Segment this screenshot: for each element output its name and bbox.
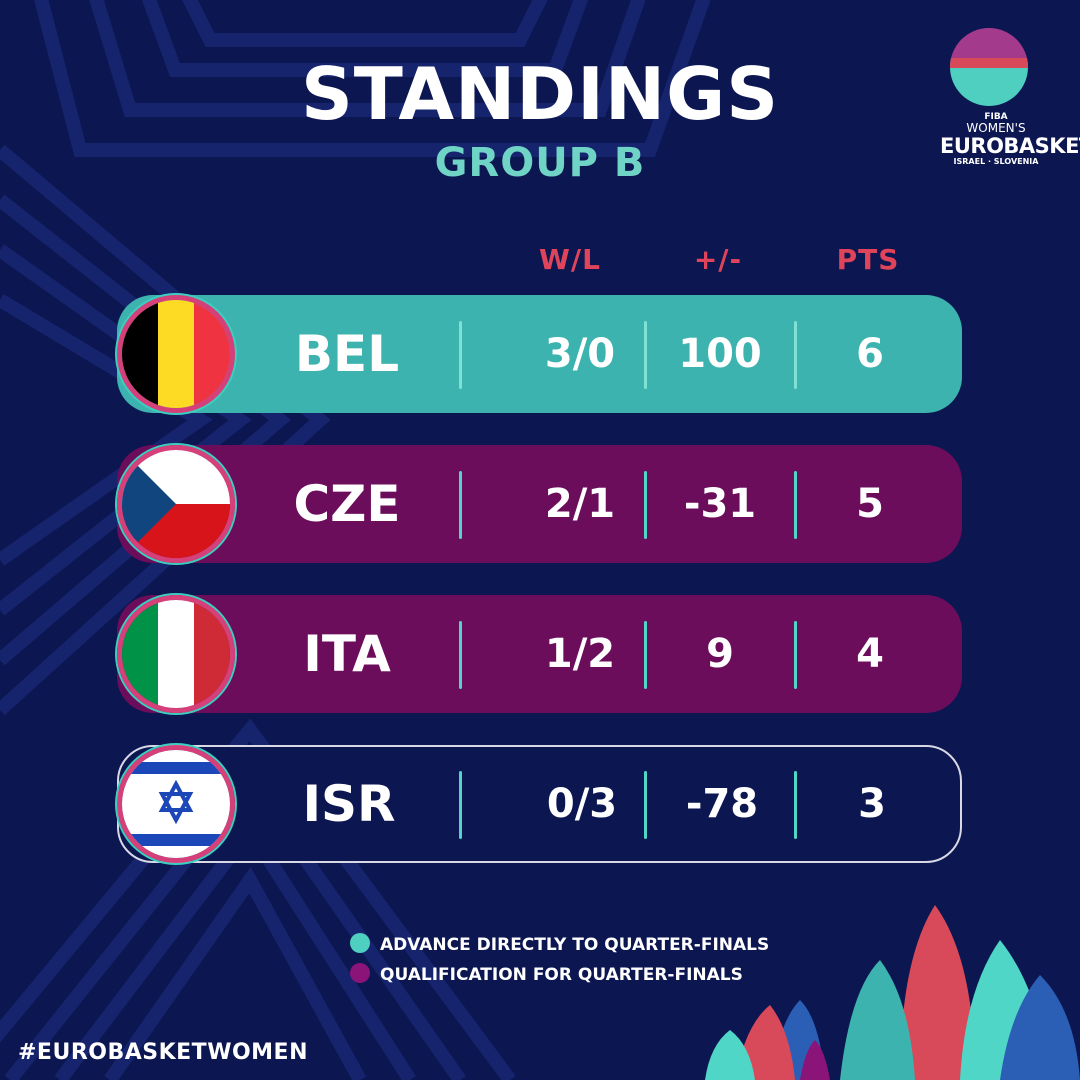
legend: ADVANCE DIRECTLY TO QUARTER-FINALS QUALI… [350,930,769,990]
column-divider [794,771,797,839]
team-code: ITA [303,625,391,683]
points: 4 [856,631,884,677]
legend-item-qualify: QUALIFICATION FOR QUARTER-FINALS [350,960,769,990]
column-divider [794,321,797,389]
column-header-wl: W/L [539,243,601,276]
points: 5 [856,481,884,527]
standings-row-bel: BEL 3/0 100 6 [117,295,962,413]
column-divider [459,621,462,689]
legend-label: ADVANCE DIRECTLY TO QUARTER-FINALS [380,935,770,955]
column-divider [644,771,647,839]
column-divider [644,321,647,389]
israel-flag-icon [117,745,235,863]
win-loss: 2/1 [544,481,616,527]
points: 3 [858,781,886,827]
logo-hosts-text: ISRAEL · SLOVENIA [953,157,1039,166]
legend-label: QUALIFICATION FOR QUARTER-FINALS [380,965,743,985]
logo-fiba-text: FIBA [984,112,1008,122]
czech-flag-icon [117,445,235,563]
hashtag: #EUROBASKETWOMEN [18,1040,308,1065]
italy-flag-icon [117,595,235,713]
belgium-flag-icon [117,295,235,413]
point-difference: 100 [678,331,762,377]
basketball-logo-icon [950,28,1028,106]
column-divider [794,471,797,539]
column-header-pts: PTS [836,243,900,276]
column-divider [794,621,797,689]
purple-dot-icon [350,963,370,983]
standings-row-cze: CZE 2/1 -31 5 [117,445,962,563]
team-code: BEL [294,325,400,383]
standings-row-isr: ISR 0/3 -78 3 [117,745,962,863]
team-code: ISR [302,775,396,833]
teal-dot-icon [350,933,370,953]
column-divider [459,771,462,839]
points: 6 [856,331,884,377]
win-loss: 1/2 [544,631,616,677]
group-subtitle: GROUP B [434,140,646,186]
win-loss: 0/3 [546,781,618,827]
point-difference: -31 [683,481,757,527]
page-title: STANDINGS [300,52,780,136]
column-divider [644,471,647,539]
column-header-diff: +/- [693,243,743,276]
column-divider [459,471,462,539]
team-code: CZE [293,475,401,533]
column-divider [459,321,462,389]
logo-eurobasket-text: EUROBASKET [940,134,1080,158]
logo-women-text: WOMEN'S [966,121,1026,135]
decorative-domes [705,905,1080,1080]
standings-row-ita: ITA 1/2 9 4 [117,595,962,713]
legend-item-advance: ADVANCE DIRECTLY TO QUARTER-FINALS [350,930,769,960]
point-difference: 9 [706,631,734,677]
point-difference: -78 [685,781,759,827]
column-divider [644,621,647,689]
eurobasket-logo: FIBA WOMEN'S EUROBASKET ISRAEL · SLOVENI… [940,28,1080,178]
win-loss: 3/0 [544,331,616,377]
